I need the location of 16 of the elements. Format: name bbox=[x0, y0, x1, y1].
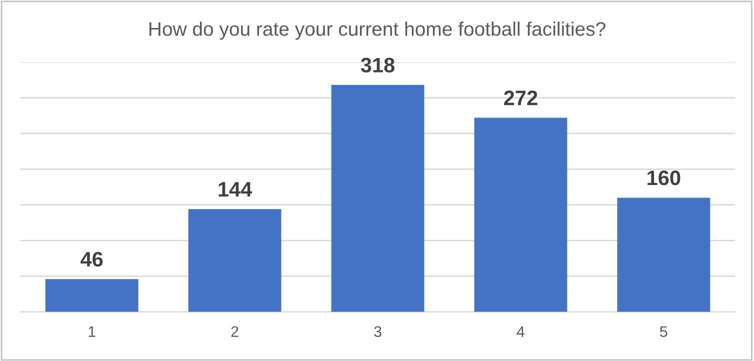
data-label: 318 bbox=[360, 58, 394, 73]
data-label: 144 bbox=[218, 182, 252, 196]
x-tick-label: 2 bbox=[231, 326, 238, 337]
bar bbox=[45, 279, 138, 312]
x-tick-label: 3 bbox=[374, 326, 382, 338]
bar bbox=[188, 209, 282, 312]
data-label: 160 bbox=[648, 170, 680, 186]
bar bbox=[617, 198, 710, 312]
x-tick-label: 4 bbox=[516, 326, 525, 337]
data-label: 272 bbox=[504, 90, 538, 106]
chart-title: How do you rate your current home football facilities? bbox=[149, 22, 606, 40]
data-label: 46 bbox=[80, 252, 103, 267]
x-tick-label: 1 bbox=[88, 326, 96, 337]
x-tick-label: 5 bbox=[660, 326, 668, 338]
bar bbox=[474, 118, 568, 312]
bar bbox=[331, 84, 424, 312]
